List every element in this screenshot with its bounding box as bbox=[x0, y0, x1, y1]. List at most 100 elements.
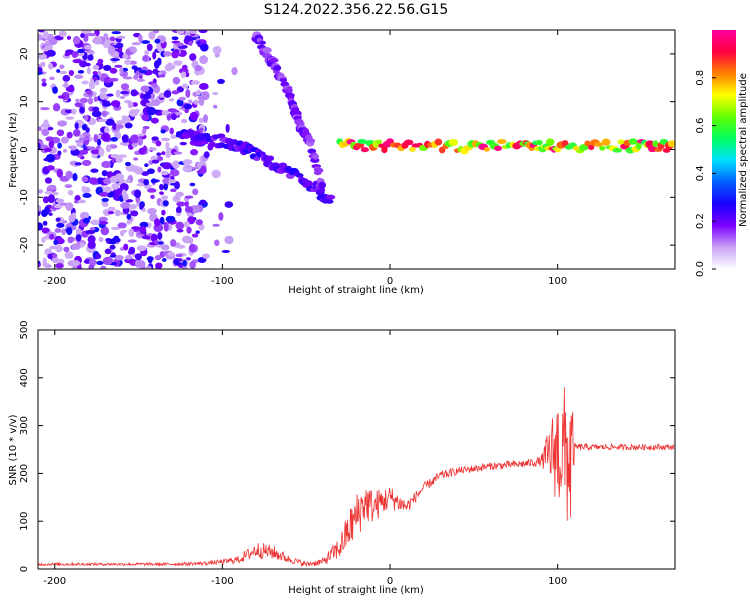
spectrogram-cell bbox=[187, 216, 196, 225]
spectrogram-cell bbox=[101, 160, 112, 169]
spectrogram-cell bbox=[92, 64, 100, 70]
spectrogram-cell bbox=[106, 259, 113, 265]
spectrogram-feature-cell bbox=[315, 168, 324, 173]
spectrogram-cell bbox=[72, 173, 78, 182]
spectrogram-cell bbox=[127, 101, 134, 109]
spectrogram-cell bbox=[162, 200, 169, 207]
spectrogram-cell bbox=[171, 50, 179, 59]
spectrogram-cell bbox=[62, 74, 71, 82]
spectrogram-cell bbox=[151, 159, 160, 164]
spectrogram-cell bbox=[53, 204, 63, 209]
spectrogram-cell bbox=[84, 44, 92, 50]
spectrogram-feature-cell bbox=[652, 140, 659, 148]
spectrogram-cell bbox=[45, 136, 54, 142]
spectrogram-cell bbox=[106, 93, 114, 97]
spectrogram-cell bbox=[147, 168, 155, 175]
spectrogram-cell bbox=[193, 99, 199, 105]
spectrogram-cell bbox=[157, 71, 163, 75]
spectrogram-cell bbox=[173, 60, 183, 66]
spectrogram-cell bbox=[47, 184, 57, 191]
spectrogram-cell bbox=[167, 108, 178, 113]
spectrogram-feature-cell bbox=[258, 40, 266, 45]
snr-series-line bbox=[38, 387, 675, 568]
spectrogram-cell bbox=[41, 262, 50, 267]
spectrogram-cell bbox=[144, 49, 150, 56]
spectrogram-cell bbox=[38, 222, 44, 231]
spectrogram-cell bbox=[150, 194, 155, 200]
spectrogram-cell bbox=[130, 210, 139, 217]
spectrogram-cell bbox=[184, 195, 194, 199]
spectrogram-cell bbox=[64, 251, 74, 259]
spectrogram-cell bbox=[71, 243, 81, 250]
spectrogram-feature-cell bbox=[588, 144, 595, 151]
spectrogram-cell bbox=[211, 169, 221, 179]
spectrogram-marks bbox=[38, 30, 675, 269]
spectrogram-cell bbox=[160, 137, 171, 142]
spectrogram-cell bbox=[41, 82, 47, 87]
spectrogram-cell bbox=[66, 131, 73, 139]
spectrogram-cell bbox=[112, 122, 117, 131]
spectrogram-cell bbox=[136, 183, 146, 187]
spectrogram-cell bbox=[110, 58, 120, 62]
spectrogram-feature-cell bbox=[265, 155, 275, 162]
spectrogram-cell bbox=[80, 33, 85, 39]
spectrogram-feature-cell bbox=[635, 142, 642, 150]
spectrogram-cell bbox=[195, 219, 203, 226]
spectrogram-cell bbox=[175, 221, 185, 230]
spectrogram-cell bbox=[46, 49, 56, 57]
spectrogram-cell bbox=[189, 243, 196, 253]
spectrogram-cell bbox=[155, 156, 164, 162]
spectrogram-cell bbox=[155, 262, 163, 269]
spectrogram-cell bbox=[128, 109, 139, 117]
spectrogram-cell bbox=[166, 252, 175, 256]
spectrogram-cell bbox=[165, 215, 176, 223]
snr-x-tick-label: -100 bbox=[211, 576, 234, 587]
spectrogram-feature-cell bbox=[594, 142, 603, 147]
spectrogram-cell bbox=[176, 229, 184, 233]
spectrogram-cell bbox=[45, 153, 56, 163]
spectrogram-cell bbox=[57, 120, 68, 127]
spectrogram-feature-cell bbox=[448, 139, 459, 146]
spectrogram-cell bbox=[65, 116, 75, 120]
spectrogram-cell bbox=[55, 262, 64, 269]
spectrogram-cell bbox=[199, 43, 209, 52]
spectrogram-cell bbox=[88, 259, 97, 266]
spectrogram-cell bbox=[63, 81, 69, 89]
spectrogram-cell bbox=[89, 227, 96, 231]
spectrogram-feature-cell bbox=[628, 138, 638, 145]
spectrogram-cell bbox=[142, 125, 150, 130]
spectrogram-cell bbox=[63, 148, 68, 153]
spectrogram-cell bbox=[213, 104, 218, 109]
spectrogram-cell bbox=[189, 53, 197, 61]
spectrogram-cell bbox=[198, 82, 209, 90]
spectrogram-cell bbox=[75, 228, 82, 236]
spectrogram-cell bbox=[109, 67, 118, 74]
spectrogram-cell bbox=[40, 61, 46, 67]
spectrogram-cell bbox=[49, 38, 58, 46]
snr-x-tick-label: 0 bbox=[387, 576, 393, 587]
spectrogram-cell bbox=[85, 127, 90, 133]
spectrogram-cell bbox=[200, 165, 207, 174]
spectrogram-cell bbox=[99, 87, 108, 93]
spectrogram-cell bbox=[90, 168, 99, 173]
figure-title: S124.2022.356.22.56.G15 bbox=[264, 2, 449, 18]
spectrogram-cell bbox=[121, 189, 127, 198]
spectrogram-cell bbox=[83, 114, 89, 121]
spectrogram-cell bbox=[157, 241, 164, 245]
spectrogram-cell bbox=[74, 139, 85, 143]
spectrogram-cell bbox=[160, 244, 170, 251]
spectrogram-cell bbox=[88, 177, 99, 185]
spectrogram-cell bbox=[86, 67, 91, 75]
snr-marks bbox=[38, 387, 675, 568]
spectrogram-cell bbox=[141, 93, 152, 100]
spectrogram-feature-cell bbox=[493, 145, 503, 151]
spectrogram-cell bbox=[41, 78, 47, 83]
spectrogram-cell bbox=[38, 189, 44, 194]
spectrogram-cell bbox=[153, 60, 160, 69]
spectrogram-cell bbox=[198, 30, 208, 34]
spectrogram-cell bbox=[98, 216, 108, 222]
snr-frame bbox=[37, 329, 676, 570]
spectrogram-cell bbox=[65, 86, 75, 92]
spectrogram-cell bbox=[104, 126, 110, 135]
spectrogram-cell bbox=[121, 67, 129, 72]
